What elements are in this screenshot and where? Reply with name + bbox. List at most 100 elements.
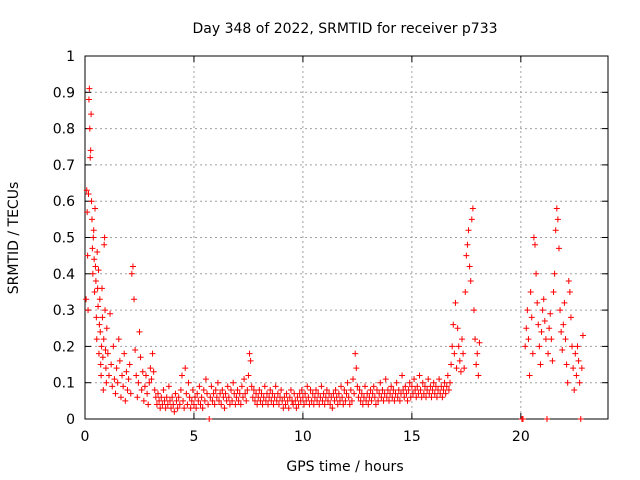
data-point bbox=[525, 336, 532, 343]
data-point bbox=[439, 394, 446, 401]
data-point bbox=[520, 416, 527, 422]
data-point bbox=[571, 386, 578, 393]
data-point bbox=[314, 397, 321, 404]
data-point bbox=[411, 376, 418, 383]
data-point bbox=[254, 401, 261, 408]
data-series bbox=[83, 85, 586, 422]
data-point bbox=[88, 111, 95, 118]
data-point bbox=[310, 401, 317, 408]
y-tick-label: 0.1 bbox=[53, 376, 75, 392]
data-point bbox=[235, 397, 242, 404]
data-point bbox=[560, 321, 567, 328]
data-point bbox=[396, 397, 403, 404]
data-point bbox=[230, 379, 237, 386]
data-point bbox=[330, 390, 337, 397]
data-point bbox=[246, 350, 253, 357]
data-point bbox=[89, 245, 96, 252]
data-point bbox=[186, 394, 193, 401]
data-point bbox=[85, 190, 92, 197]
data-point bbox=[259, 401, 266, 408]
data-point bbox=[336, 397, 343, 404]
data-point bbox=[323, 386, 330, 393]
data-point bbox=[225, 394, 232, 401]
data-point bbox=[465, 227, 472, 234]
data-point bbox=[200, 386, 207, 393]
data-point bbox=[474, 350, 481, 357]
data-point bbox=[476, 339, 483, 346]
data-point bbox=[197, 401, 204, 408]
data-point bbox=[134, 394, 141, 401]
data-point bbox=[350, 376, 357, 383]
data-point bbox=[578, 365, 585, 372]
data-point bbox=[267, 386, 274, 393]
data-point bbox=[88, 198, 95, 205]
data-point bbox=[383, 394, 390, 401]
data-point bbox=[141, 383, 148, 390]
data-point bbox=[87, 154, 94, 161]
data-point bbox=[213, 394, 220, 401]
data-point bbox=[173, 397, 180, 404]
data-point bbox=[206, 416, 213, 422]
data-point bbox=[363, 397, 370, 404]
data-point bbox=[527, 288, 534, 295]
data-point bbox=[403, 390, 410, 397]
data-point bbox=[318, 383, 325, 390]
data-point bbox=[343, 390, 350, 397]
data-point bbox=[212, 386, 219, 393]
data-point bbox=[308, 397, 315, 404]
data-point bbox=[99, 314, 106, 321]
data-point bbox=[85, 307, 92, 314]
data-point bbox=[245, 372, 252, 379]
data-point bbox=[209, 397, 216, 404]
data-point bbox=[347, 386, 354, 393]
data-point bbox=[231, 390, 238, 397]
data-point bbox=[102, 347, 109, 354]
data-point bbox=[394, 394, 401, 401]
data-point bbox=[190, 401, 197, 408]
data-point bbox=[97, 328, 104, 335]
data-point bbox=[543, 416, 550, 422]
x-tick-label: 15 bbox=[403, 429, 421, 445]
data-point bbox=[205, 401, 212, 408]
data-point bbox=[178, 372, 185, 379]
data-point bbox=[331, 397, 338, 404]
data-point bbox=[524, 307, 531, 314]
data-point bbox=[303, 397, 310, 404]
data-point bbox=[324, 397, 331, 404]
data-point bbox=[298, 386, 305, 393]
data-point bbox=[152, 394, 159, 401]
data-point bbox=[407, 394, 414, 401]
data-point bbox=[522, 343, 529, 350]
y-tick-label: 0.4 bbox=[53, 267, 75, 283]
data-point bbox=[355, 394, 362, 401]
data-point bbox=[402, 383, 409, 390]
data-point bbox=[221, 405, 228, 412]
data-point bbox=[375, 397, 382, 404]
data-point bbox=[104, 350, 111, 357]
data-point bbox=[575, 357, 582, 364]
y-tick-label: 0.2 bbox=[53, 339, 75, 355]
data-point bbox=[390, 386, 397, 393]
data-point bbox=[352, 350, 359, 357]
y-tick-label: 1 bbox=[66, 49, 75, 65]
data-point bbox=[222, 390, 229, 397]
data-point bbox=[356, 386, 363, 393]
data-point bbox=[555, 245, 562, 252]
data-point bbox=[95, 303, 102, 310]
data-point bbox=[445, 386, 452, 393]
data-point bbox=[541, 317, 548, 324]
data-point bbox=[192, 394, 199, 401]
data-point bbox=[193, 405, 200, 412]
data-point bbox=[429, 386, 436, 393]
x-tick-label: 10 bbox=[294, 429, 312, 445]
data-point bbox=[397, 390, 404, 397]
data-point bbox=[239, 394, 246, 401]
data-point bbox=[433, 394, 440, 401]
y-axis-label: SRMTID / TECUs bbox=[6, 182, 22, 295]
x-axis-label: GPS time / hours bbox=[286, 459, 403, 475]
data-point bbox=[120, 383, 127, 390]
data-point bbox=[536, 343, 543, 350]
data-point bbox=[238, 383, 245, 390]
data-point bbox=[553, 205, 560, 212]
data-point bbox=[353, 365, 360, 372]
